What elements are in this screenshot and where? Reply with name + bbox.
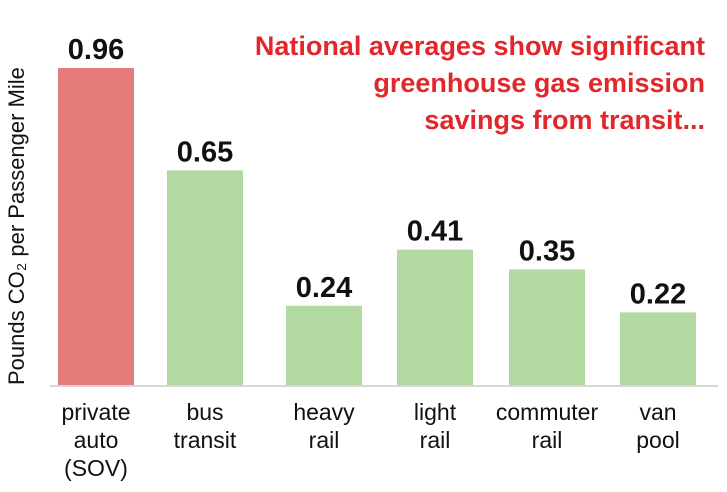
- chart-title-line: savings from transit...: [424, 105, 705, 135]
- value-label: 0.96: [68, 34, 124, 66]
- y-axis-label: Pounds CO₂ per Passenger Mile: [4, 67, 29, 385]
- value-label: 0.24: [296, 272, 352, 304]
- bar-van-pool: [620, 312, 696, 385]
- chart-title: National averages show significant greenh…: [255, 31, 705, 135]
- bar-commuter-rail: [509, 269, 585, 385]
- category-label: heavy rail: [293, 399, 355, 453]
- bar-bus-transit: [167, 170, 243, 385]
- value-label: 0.41: [407, 216, 463, 248]
- category-label: van pool: [636, 399, 679, 453]
- bar-light-rail: [397, 249, 473, 385]
- category-label: private auto (SOV): [61, 399, 130, 481]
- category-label: light rail: [414, 399, 457, 453]
- category-labels-layer: private auto (SOV) bus transit heavy rail light…: [61, 399, 679, 481]
- category-label: commuter rail: [496, 399, 599, 453]
- category-label: bus transit: [174, 399, 237, 453]
- value-label: 0.35: [519, 235, 575, 267]
- chart-title-line: National averages show significant: [255, 31, 705, 61]
- bars-layer: [58, 68, 696, 385]
- bar-private-auto-sov: [58, 68, 134, 385]
- value-label: 0.22: [630, 278, 686, 310]
- value-label: 0.65: [177, 136, 233, 168]
- bar-heavy-rail: [286, 305, 362, 385]
- value-labels-layer: 0.96 0.65 0.24 0.41 0.35 0.22: [68, 34, 686, 310]
- chart-title-line: greenhouse gas emission: [373, 68, 705, 98]
